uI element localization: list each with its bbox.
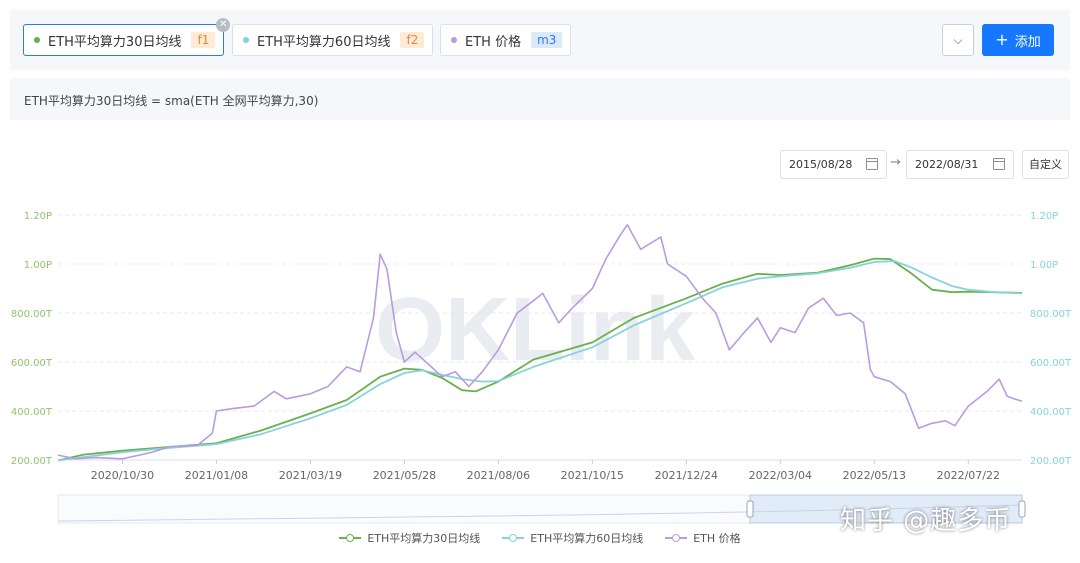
x-tick-label: 2021/12/24 <box>655 469 718 482</box>
series-line-3 <box>57 223 1023 460</box>
start-date-value: 2015/08/28 <box>789 158 853 171</box>
y-right-tick-label: 1.20P <box>1030 211 1058 222</box>
y-left-tick-label: 400.00T <box>11 407 53 418</box>
y-right-tick-label: 400.00T <box>1030 407 1072 418</box>
legend-swatch <box>502 533 525 543</box>
eth-hashrate-chart: OKLink 200.00T 400.00T 600.00T 800.00T 1.00P… <box>11 211 1072 524</box>
dropdown-button[interactable]: ⌵ <box>942 24 974 56</box>
formula-bar: ETH平均算力30日均线 = sma(ETH 全网平均算力,30) <box>10 78 1070 120</box>
x-tick-label: 2022/03/04 <box>749 469 812 482</box>
series-chip-label: ETH 价格 <box>465 34 522 50</box>
y-left-tick-label: 200.00T <box>11 456 53 467</box>
legend-item-m3[interactable]: ETH 价格 <box>665 530 741 546</box>
legend-swatch <box>339 533 362 543</box>
series-color-dot <box>451 37 457 43</box>
chevron-down-icon: ⌵ <box>953 33 963 47</box>
end-date-input[interactable]: 2022/08/31 <box>906 150 1014 179</box>
arrow-right-icon: → <box>890 155 901 170</box>
add-button-label: 添加 <box>1014 34 1041 50</box>
x-axis: 2020/10/30 2021/01/08 2021/03/19 2021/05/28… <box>91 460 1000 482</box>
calendar-icon <box>993 158 1005 170</box>
legend-label: ETH平均算力60日均线 <box>530 532 644 545</box>
add-button[interactable]: + 添加 <box>982 24 1054 56</box>
y-left-tick-label: 600.00T <box>11 358 53 369</box>
x-tick-label: 2021/03/19 <box>279 469 342 482</box>
x-tick-label: 2021/10/15 <box>561 469 624 482</box>
x-tick-label: 2020/10/30 <box>91 469 154 482</box>
legend-swatch <box>665 533 688 543</box>
series-line-1 <box>57 257 1023 462</box>
series-tag: f1 <box>191 32 216 48</box>
close-icon[interactable]: ✕ <box>216 18 231 32</box>
series-chip-m3[interactable]: ETH 价格 m3 <box>440 24 572 56</box>
series-tag: m3 <box>531 32 563 48</box>
y-right-tick-label: 600.00T <box>1030 358 1072 369</box>
x-tick-label: 2021/05/28 <box>373 469 436 482</box>
y-right-tick-label: 800.00T <box>1030 309 1072 320</box>
y-axis-right: 200.00T 400.00T 600.00T 800.00T 1.00P 1.20P <box>1030 211 1072 467</box>
plus-icon: + <box>995 30 1009 49</box>
y-left-tick-label: 1.00P <box>24 260 52 271</box>
series-tag: f2 <box>400 32 425 48</box>
legend-item-f2[interactable]: ETH平均算力60日均线 <box>502 530 643 546</box>
series-toolbar: ETH平均算力30日均线 f1 ✕ ETH平均算力60日均线 f2 ETH 价格… <box>10 10 1070 70</box>
series-chip-label: ETH平均算力30日均线 <box>48 34 182 50</box>
y-left-tick-label: 800.00T <box>11 309 53 320</box>
x-tick-label: 2021/01/08 <box>185 469 248 482</box>
series-line-2 <box>57 260 1023 462</box>
chart-legend: ETH平均算力30日均线 ETH平均算力60日均线 ETH 价格 <box>0 530 1080 546</box>
chart-watermark: OKLink <box>375 280 696 380</box>
zoom-handle-left <box>746 500 754 518</box>
calendar-icon <box>866 158 878 170</box>
end-date-value: 2022/08/31 <box>915 158 979 171</box>
series-chip-label: ETH平均算力60日均线 <box>257 34 391 50</box>
zoom-handle-right <box>1018 500 1026 518</box>
series-chip-f2[interactable]: ETH平均算力60日均线 f2 <box>232 24 434 56</box>
legend-label: ETH 价格 <box>693 532 741 545</box>
grid-lines <box>58 214 1022 461</box>
y-right-tick-label: 1.00P <box>1030 260 1058 271</box>
y-right-tick-label: 200.00T <box>1030 456 1072 467</box>
legend-item-f1[interactable]: ETH平均算力30日均线 <box>339 530 480 546</box>
series-lines <box>57 223 1023 462</box>
start-date-input[interactable]: 2015/08/28 <box>780 150 887 179</box>
y-axis-left: 200.00T 400.00T 600.00T 800.00T 1.00P 1.20P <box>11 211 53 467</box>
y-left-tick-label: 1.20P <box>24 211 52 222</box>
series-color-dot <box>34 37 40 43</box>
custom-range-button[interactable]: 自定义 <box>1022 150 1069 179</box>
x-tick-label: 2022/05/13 <box>843 469 906 482</box>
zoom-overview-line <box>57 504 1023 522</box>
legend-label: ETH平均算力30日均线 <box>367 532 481 545</box>
x-tick-label: 2021/08/06 <box>467 469 530 482</box>
series-color-dot <box>243 37 249 43</box>
series-chip-f1[interactable]: ETH平均算力30日均线 f1 ✕ <box>23 18 231 56</box>
zoom-slider[interactable] <box>57 494 1026 524</box>
corner-watermark: 知乎 @趣多币 <box>840 506 1012 536</box>
x-tick-label: 2022/07/22 <box>937 469 1000 482</box>
